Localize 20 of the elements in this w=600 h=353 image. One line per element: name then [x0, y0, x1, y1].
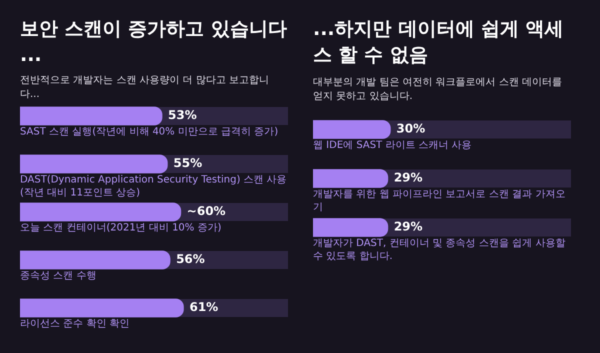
category-label: 종속성 스캔 수행: [20, 270, 96, 282]
data-label: 55%: [173, 156, 202, 170]
category-label: 라이선스 준수 확인 확인: [20, 318, 130, 330]
data-label: 29%: [394, 170, 423, 185]
data-label: 53%: [168, 108, 197, 122]
data-label: 29%: [394, 220, 423, 234]
category-label: DAST(Dynamic Application Security Testing) 스캔 사용(작년 대비 11포인트 상승): [20, 174, 287, 199]
category-label: 웹 IDE에 SAST 라이트 스캐너 사용: [313, 140, 472, 152]
data-label: 61%: [189, 300, 218, 314]
data-label: ~60%: [186, 204, 226, 218]
category-label: SAST 스캔 실행(작년에 비해 40% 미만으로 급격히 증가): [20, 126, 278, 138]
chart-subtitle: 대부분의 개발 팀은 여전히 워크플로에서 스캔 데이터를 얻지 못하고 있습니다.: [313, 76, 564, 104]
chart-title: 보안 스캔이 증가하고 있습니다 ...: [20, 17, 288, 68]
category-label: 오늘 스캔 컨테이너(2021년 대비 10% 증가): [20, 222, 222, 234]
category-label: 개발자를 위한 웹 파이프라인 보고서로 스캔 결과 가져오기: [313, 189, 566, 214]
data-label: 30%: [396, 122, 426, 136]
data-label: 56%: [176, 252, 205, 266]
chart-subtitle: 전반적으로 개발자는 스캔 사용량이 더 많다고 보고합니다...: [20, 74, 270, 102]
chart-title: ...하지만 데이터에 쉽게 액세스 할 수 없음: [313, 17, 564, 68]
category-label: 개발자가 DAST, 컨테이너 및 종속성 스캔을 쉽게 사용할 수 있도록 합니다.: [313, 238, 566, 262]
